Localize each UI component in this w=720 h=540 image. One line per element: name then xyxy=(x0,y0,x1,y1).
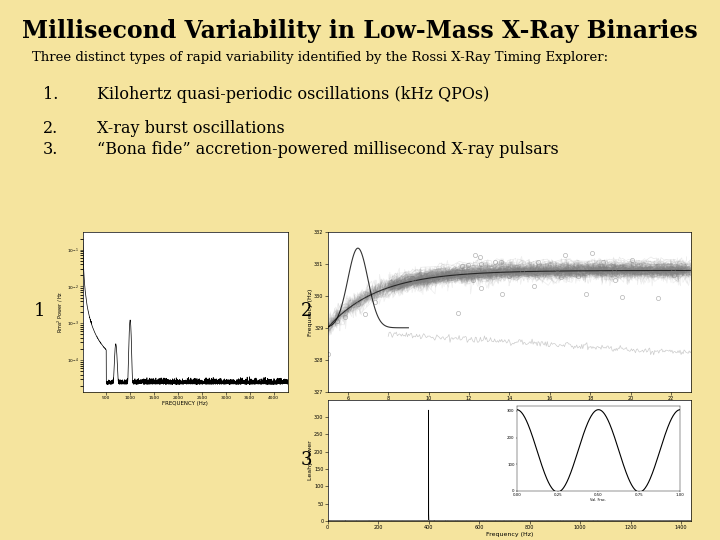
Text: Kilohertz quasi-periodic oscillations (kHz QPOs): Kilohertz quasi-periodic oscillations (k… xyxy=(97,86,490,103)
Y-axis label: Rms$^2$ Power / Hz: Rms$^2$ Power / Hz xyxy=(56,291,66,333)
X-axis label: FREQUENCY (Hz): FREQUENCY (Hz) xyxy=(163,401,208,406)
Text: “Bona fide” accretion-powered millisecond X-ray pulsars: “Bona fide” accretion-powered millisecon… xyxy=(97,141,559,158)
Text: 1.: 1. xyxy=(43,86,58,103)
Text: 3.: 3. xyxy=(43,141,58,158)
Text: 1: 1 xyxy=(34,301,45,320)
Text: Three distinct types of rapid variability identified by the Rossi X-Ray Timing E: Three distinct types of rapid variabilit… xyxy=(32,51,608,64)
Y-axis label: Frequency (Hz): Frequency (Hz) xyxy=(307,288,312,335)
X-axis label: Frequency (Hz): Frequency (Hz) xyxy=(486,532,533,537)
Text: 2.: 2. xyxy=(43,120,58,137)
Text: Millisecond Variability in Low-Mass X-Ray Binaries: Millisecond Variability in Low-Mass X-Ra… xyxy=(22,19,698,43)
X-axis label: time (s): time (s) xyxy=(498,402,521,407)
Text: X-ray burst oscillations: X-ray burst oscillations xyxy=(97,120,285,137)
Text: 2: 2 xyxy=(300,301,312,320)
Text: 3: 3 xyxy=(300,451,312,469)
Y-axis label: Leahy Power: Leahy Power xyxy=(307,441,312,480)
